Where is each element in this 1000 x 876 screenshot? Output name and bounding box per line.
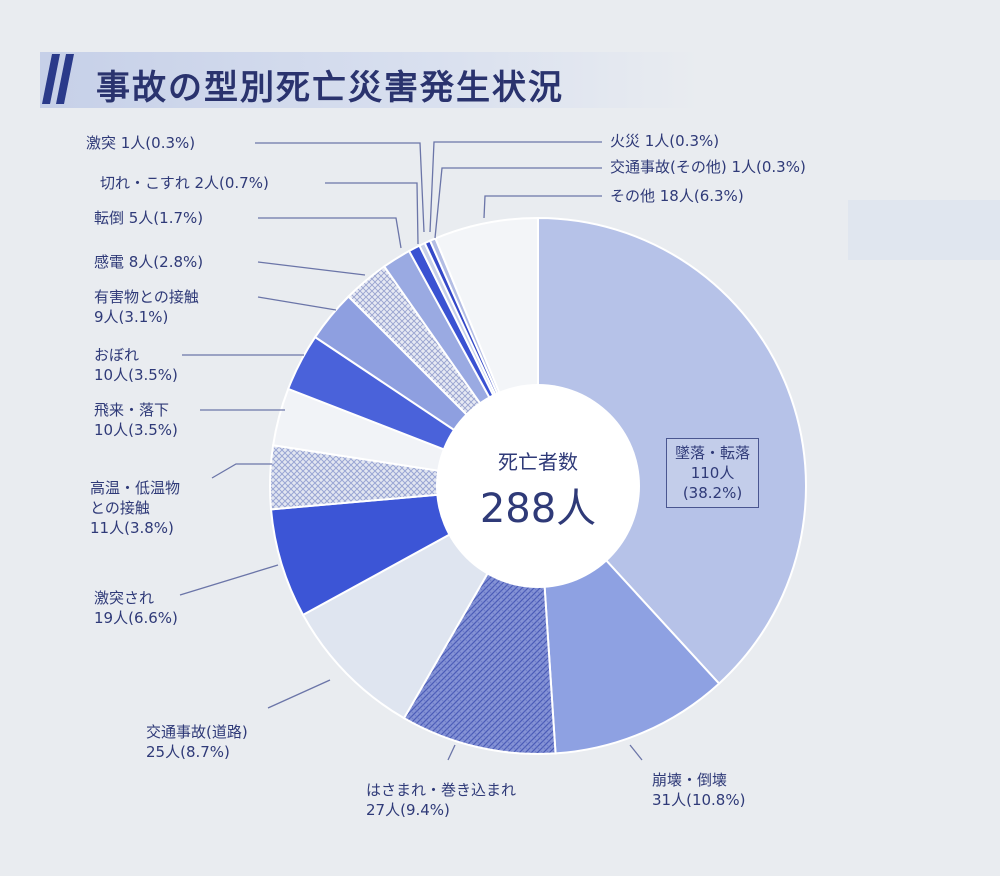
label-tentou: 転倒 5人(1.7%) <box>94 209 204 227</box>
label-kouon-teion-name-1: 高温・低温物 <box>90 479 181 497</box>
label-tsuiraku-count: 110人 <box>690 464 735 482</box>
background-panel <box>848 200 1000 260</box>
label-yugaibutsu-name: 有害物との接触 <box>94 288 199 306</box>
label-houkai-value: 31人(10.8%) <box>652 791 746 809</box>
center-label: 死亡者数 <box>498 450 578 474</box>
label-hirai-rakka-name: 飛来・落下 <box>94 401 170 419</box>
label-hirai-rakka: 飛来・落下 10人(3.5%) <box>94 400 178 440</box>
label-tsuiraku-box: 墜落・転落 110人 (38.2%) <box>666 438 760 508</box>
label-kasai: 火災 1人(0.3%) <box>610 132 720 150</box>
label-obore-name: おぼれ <box>94 346 140 364</box>
label-koutsu-douro-name: 交通事故(道路) <box>146 723 248 741</box>
label-kouon-teion-value: 11人(3.8%) <box>90 519 174 537</box>
label-houkai: 崩壊・倒壊 31人(10.8%) <box>652 770 745 810</box>
label-houkai-name: 崩壊・倒壊 <box>652 771 728 789</box>
label-kire-kosure: 切れ・こすれ 2人(0.7%) <box>100 174 269 192</box>
label-hirai-rakka-value: 10人(3.5%) <box>94 421 178 439</box>
label-koutsu-douro: 交通事故(道路) 25人(8.7%) <box>146 722 248 762</box>
label-koutsu-douro-value: 25人(8.7%) <box>146 743 230 761</box>
label-hasamare-value: 27人(9.4%) <box>366 801 450 819</box>
label-gekitotsu-sare: 激突され 19人(6.6%) <box>94 588 178 628</box>
label-kouon-teion: 高温・低温物 との接触 11人(3.8%) <box>90 478 180 538</box>
label-hasamare-name: はさまれ・巻き込まれ <box>366 781 517 799</box>
label-tsuiraku-name: 墜落・転落 <box>675 444 751 462</box>
leader-lines <box>179 141 643 761</box>
label-kanden: 感電 8人(2.8%) <box>94 253 204 271</box>
label-gekitotsu-sare-value: 19人(6.6%) <box>94 609 178 627</box>
label-yugaibutsu: 有害物との接触 9人(3.1%) <box>94 287 199 327</box>
label-hasamare: はさまれ・巻き込まれ 27人(9.4%) <box>366 780 516 820</box>
chart-title: 事故の型別死亡災害発生状況 <box>96 68 564 108</box>
label-kouon-teion-name-2: との接触 <box>90 499 150 517</box>
label-sonota: その他 18人(6.3%) <box>610 187 744 205</box>
center-total: 288人 <box>479 486 597 532</box>
label-obore: おぼれ 10人(3.5%) <box>94 345 178 385</box>
label-tsuiraku-percent: (38.2%) <box>682 484 743 502</box>
label-koutsu-sonota: 交通事故(その他) 1人(0.3%) <box>610 158 806 176</box>
donut-hole <box>436 384 640 588</box>
label-gekitotsu: 激突 1人(0.3%) <box>86 134 196 152</box>
title-slash-icon <box>42 54 74 104</box>
label-yugaibutsu-value: 9人(3.1%) <box>94 308 169 326</box>
label-obore-value: 10人(3.5%) <box>94 366 178 384</box>
title-bar <box>40 52 700 108</box>
label-gekitotsu-sare-name: 激突され <box>94 589 155 607</box>
